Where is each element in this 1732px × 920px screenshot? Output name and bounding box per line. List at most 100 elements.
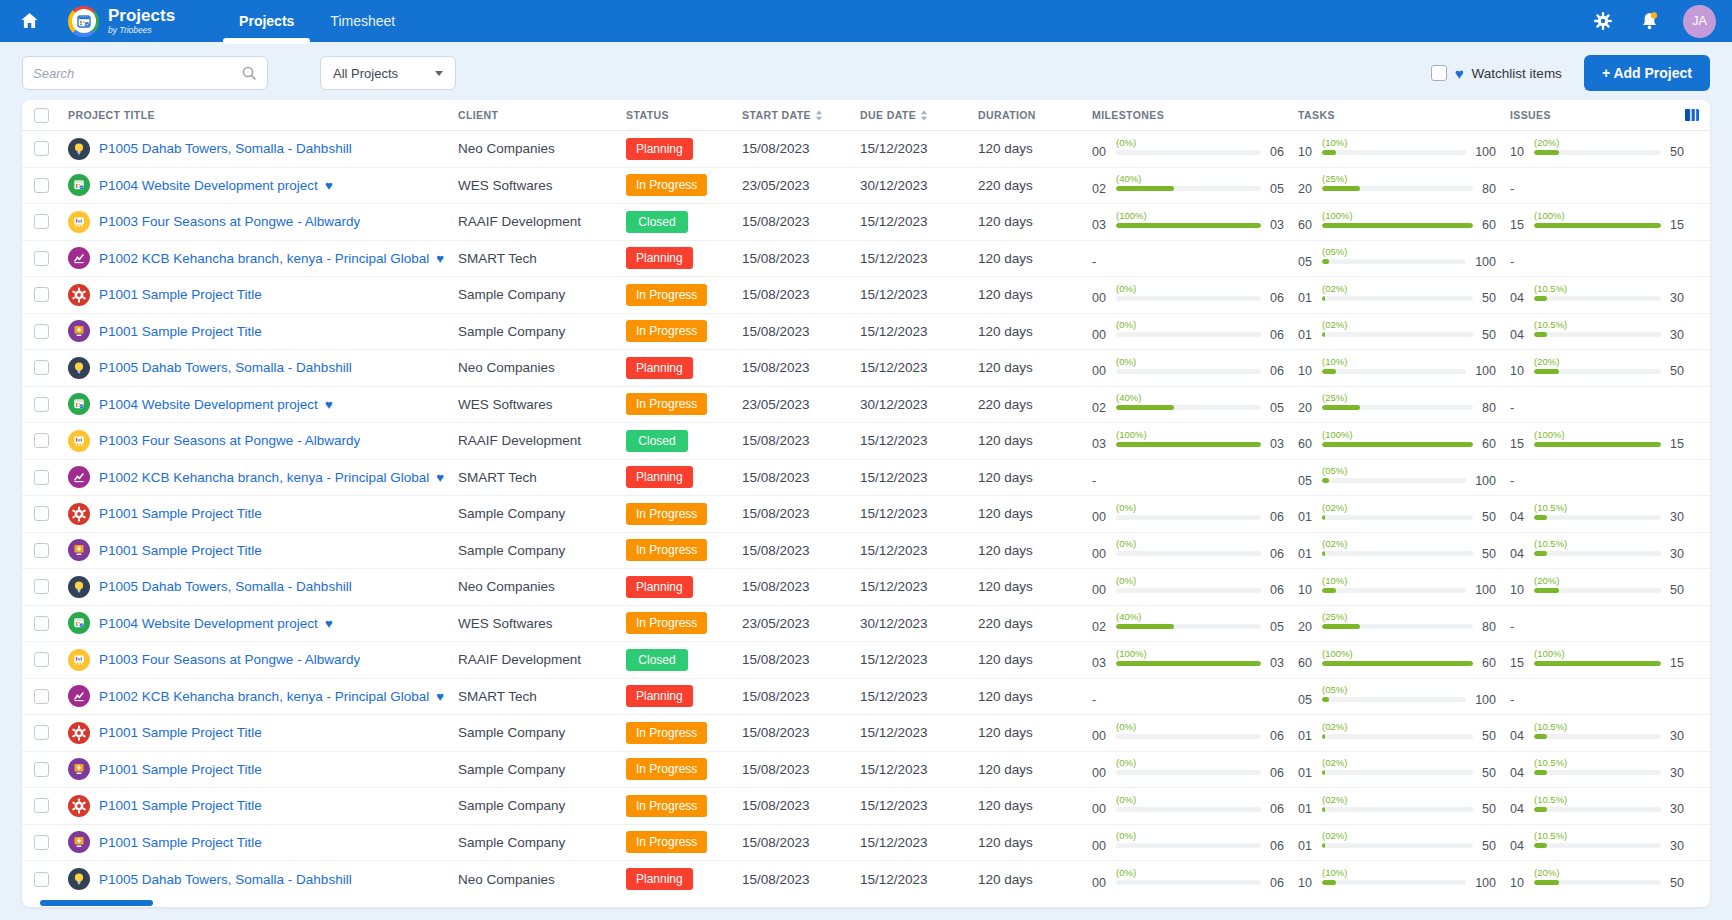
row-checkbox[interactable]: [34, 251, 49, 266]
row-checkbox[interactable]: [34, 178, 49, 193]
status-badge: In Progress: [626, 722, 707, 744]
project-title-link[interactable]: P1001 Sample Project Title: [99, 543, 262, 558]
project-title-link[interactable]: P1001 Sample Project Title: [99, 762, 262, 777]
progress-total: 50: [1482, 547, 1496, 561]
project-title-link[interactable]: P1002 KCB Kehancha branch, kenya - Princ…: [99, 251, 429, 266]
row-checkbox[interactable]: [34, 543, 49, 558]
project-title-link[interactable]: P1004 Website Development project: [99, 616, 318, 631]
issues-cell: 10(20%)50: [1510, 357, 1698, 378]
row-checkbox[interactable]: [34, 579, 49, 594]
issues-cell: 15(100%)15: [1510, 211, 1698, 232]
row-checkbox[interactable]: [34, 433, 49, 448]
progress-total: 50: [1670, 583, 1684, 597]
chevron-down-icon: [435, 71, 443, 76]
notifications-button[interactable]: [1637, 9, 1661, 33]
project-title-link[interactable]: P1002 KCB Kehancha branch, kenya - Princ…: [99, 689, 429, 704]
milestones-cell: 00(0%)06: [1092, 722, 1298, 743]
settings-button[interactable]: [1591, 9, 1615, 33]
tab-timesheet[interactable]: Timesheet: [326, 0, 399, 42]
row-checkbox[interactable]: [34, 360, 49, 375]
project-title-link[interactable]: P1001 Sample Project Title: [99, 287, 262, 302]
tasks-cell: 20(25%)80: [1298, 394, 1510, 415]
horizontal-scrollbar-thumb[interactable]: [40, 900, 153, 906]
progress-percent-label: (10.5%): [1534, 538, 1567, 549]
column-settings-button[interactable]: [1684, 107, 1700, 126]
add-project-button[interactable]: + Add Project: [1584, 55, 1710, 91]
project-title-link[interactable]: P1005 Dahab Towers, Somalla - Dahbshill: [99, 141, 352, 156]
progress-count: 01: [1298, 547, 1322, 561]
project-title-link[interactable]: P1001 Sample Project Title: [99, 506, 262, 521]
project-title-link[interactable]: P1005 Dahab Towers, Somalla - Dahbshill: [99, 579, 352, 594]
favorite-heart-icon[interactable]: ♥: [436, 689, 444, 704]
project-title-link[interactable]: P1001 Sample Project Title: [99, 835, 262, 850]
row-checkbox[interactable]: [34, 324, 49, 339]
row-checkbox[interactable]: [34, 287, 49, 302]
project-title-link[interactable]: P1005 Dahab Towers, Somalla - Dahbshill: [99, 360, 352, 375]
project-title-link[interactable]: P1001 Sample Project Title: [99, 324, 262, 339]
due-date-cell: 15/12/2023: [860, 798, 978, 813]
progress-total: 50: [1670, 145, 1684, 159]
project-title-link[interactable]: P1001 Sample Project Title: [99, 798, 262, 813]
progress-count: 15: [1510, 656, 1534, 670]
project-title-link[interactable]: P1001 Sample Project Title: [99, 725, 262, 740]
row-checkbox[interactable]: [34, 616, 49, 631]
favorite-heart-icon[interactable]: ♥: [436, 251, 444, 266]
project-title-link[interactable]: P1004 Website Development project: [99, 397, 318, 412]
progress-percent-label: (0%): [1116, 356, 1136, 367]
row-checkbox[interactable]: [34, 725, 49, 740]
progress-count: 04: [1510, 510, 1534, 524]
tab-projects[interactable]: Projects: [235, 0, 298, 42]
progress-bar: (0%): [1116, 807, 1261, 812]
row-checkbox[interactable]: [34, 506, 49, 521]
progress-bar: (02%): [1322, 770, 1473, 775]
select-all-checkbox[interactable]: [34, 108, 49, 123]
project-title-link[interactable]: P1003 Four Seasons at Pongwe - Albwardy: [99, 652, 360, 667]
progress-bar: (02%): [1322, 515, 1473, 520]
avatar[interactable]: JA: [1683, 5, 1716, 38]
row-checkbox[interactable]: [34, 762, 49, 777]
column-header-due-date[interactable]: DUE DATE: [860, 109, 978, 121]
favorite-heart-icon[interactable]: ♥: [436, 470, 444, 485]
row-checkbox[interactable]: [34, 652, 49, 667]
row-checkbox[interactable]: [34, 798, 49, 813]
status-badge: In Progress: [626, 795, 707, 817]
column-header-duration: DURATION: [978, 109, 1092, 121]
favorite-heart-icon[interactable]: ♥: [325, 397, 333, 412]
column-header-start-date[interactable]: START DATE: [742, 109, 860, 121]
gear-project-icon: [68, 795, 90, 817]
progress-total: 30: [1670, 547, 1684, 561]
tasks-cell: 60(100%)60: [1298, 430, 1510, 451]
progress-percent-label: (20%): [1534, 356, 1559, 367]
progress-total: 15: [1670, 437, 1684, 451]
progress-count: 20: [1298, 620, 1322, 634]
project-title-link[interactable]: P1003 Four Seasons at Pongwe - Albwardy: [99, 214, 360, 229]
row-checkbox[interactable]: [34, 141, 49, 156]
project-title-link[interactable]: P1002 KCB Kehancha branch, kenya - Princ…: [99, 470, 429, 485]
progress-percent-label: (100%): [1534, 429, 1565, 440]
row-checkbox[interactable]: [34, 835, 49, 850]
issues-cell: 10(20%)50: [1510, 869, 1698, 890]
project-title-link[interactable]: P1005 Dahab Towers, Somalla - Dahbshill: [99, 872, 352, 887]
watchlist-checkbox[interactable]: [1431, 65, 1447, 81]
projects-filter-dropdown[interactable]: All Projects: [320, 56, 456, 90]
favorite-heart-icon[interactable]: ♥: [325, 178, 333, 193]
progress-count: 04: [1510, 291, 1534, 305]
row-checkbox[interactable]: [34, 397, 49, 412]
progress-bar: (0%): [1116, 734, 1261, 739]
row-checkbox[interactable]: [34, 689, 49, 704]
duration-cell: 220 days: [978, 397, 1092, 412]
row-checkbox[interactable]: [34, 214, 49, 229]
row-checkbox[interactable]: [34, 470, 49, 485]
home-button[interactable]: [16, 8, 42, 34]
empty-value: -: [1510, 400, 1514, 415]
project-title-link[interactable]: P1004 Website Development project: [99, 178, 318, 193]
favorite-heart-icon[interactable]: ♥: [325, 616, 333, 631]
search-input[interactable]: [33, 66, 241, 81]
project-title-link[interactable]: P1003 Four Seasons at Pongwe - Albwardy: [99, 433, 360, 448]
progress-percent-label: (0%): [1116, 502, 1136, 513]
progress-bar: (10%): [1322, 880, 1466, 885]
row-checkbox[interactable]: [34, 872, 49, 887]
progress-bar: (10.5%): [1534, 515, 1661, 520]
duration-cell: 120 days: [978, 251, 1092, 266]
client-cell: WES Softwares: [458, 397, 626, 412]
